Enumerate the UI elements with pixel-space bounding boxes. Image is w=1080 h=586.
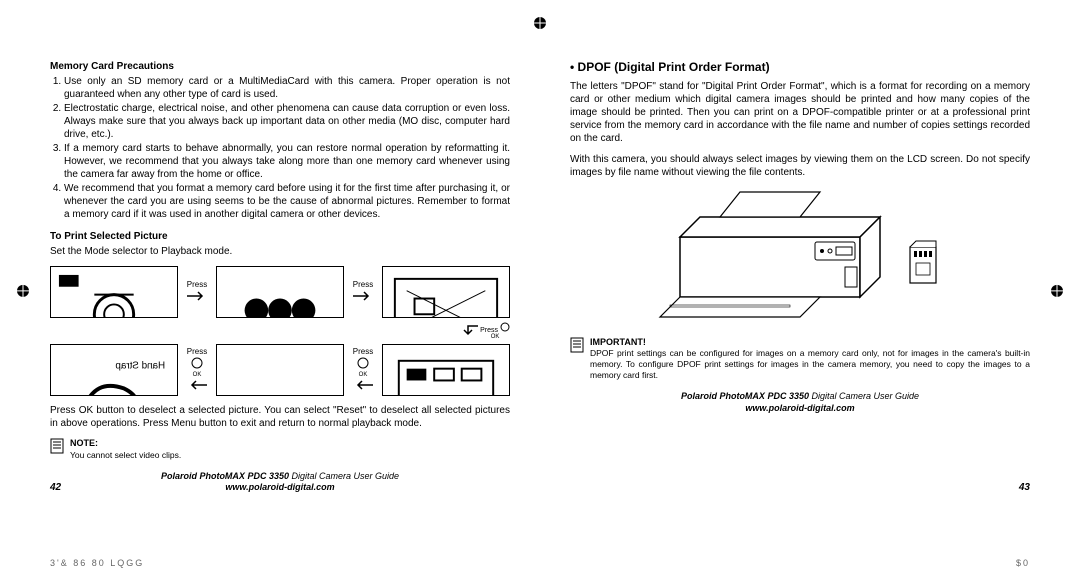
page-spread: Memory Card Precautions Use only an SD m…: [0, 0, 1080, 534]
press-label: Press: [348, 348, 378, 356]
page-number: 43: [1019, 481, 1030, 494]
list-item: If a memory card starts to behave abnorm…: [64, 142, 510, 181]
important-label: IMPORTANT!: [590, 337, 1030, 349]
note-text: You cannot select video clips.: [70, 450, 510, 461]
svg-text:Hand Strap: Hand Strap: [115, 361, 165, 372]
arrow-right-icon: Press: [348, 281, 378, 303]
press-label: Press: [182, 281, 212, 289]
screen-step-2: [216, 266, 344, 318]
arrow-left-icon: Press OK: [182, 348, 212, 392]
procedure-diagram: Press Press Press: [50, 266, 510, 396]
screen-step-6: Hand Strap: [50, 344, 178, 396]
memory-card-heading: Memory Card Precautions: [50, 60, 510, 73]
footer-url: www.polaroid-digital.com: [570, 403, 1030, 415]
press-label: Press: [480, 327, 498, 334]
arrow-down-icon: Press OK: [382, 322, 510, 340]
arrow-right-icon: Press: [182, 281, 212, 303]
press-label: Press: [348, 281, 378, 289]
crop-mark-left: [16, 284, 30, 302]
footer-url: www.polaroid-digital.com: [50, 482, 510, 494]
ok-label: OK: [182, 372, 212, 378]
precautions-list: Use only an SD memory card or a MultiMed…: [50, 75, 510, 221]
note-block: NOTE: You cannot select video clips.: [50, 438, 510, 461]
page-footer: Polaroid PhotoMAX PDC 3350 Digital Camer…: [50, 471, 510, 494]
note-icon: [50, 438, 64, 461]
screen-step-3: [382, 266, 510, 318]
important-text: DPOF print settings can be configured fo…: [590, 348, 1030, 381]
arrow-left-icon: Press OK: [348, 348, 378, 392]
dpof-para1: The letters "DPOF" stand for "Digital Pr…: [570, 80, 1030, 145]
list-item: We recommend that you format a memory ca…: [64, 182, 510, 221]
note-label: NOTE:: [70, 438, 510, 450]
crop-mark-top: [533, 16, 547, 34]
dpof-heading: DPOF (Digital Print Order Format): [570, 60, 1030, 76]
ok-label: OK: [480, 334, 510, 340]
imposition-codes: 3'& 86 80 LQGG $0: [50, 558, 1030, 570]
crop-mark-right: [1050, 284, 1064, 302]
instruction-text: Set the Mode selector to Playback mode.: [50, 245, 510, 258]
right-page: DPOF (Digital Print Order Format) The le…: [570, 60, 1030, 494]
ok-label: OK: [348, 372, 378, 378]
important-block: IMPORTANT! DPOF print settings can be co…: [570, 337, 1030, 382]
screen-step-1: [50, 266, 178, 318]
list-item: Electrostatic charge, electrical noise, …: [64, 102, 510, 141]
bottom-right-code: $0: [1016, 558, 1030, 570]
list-item: Use only an SD memory card or a MultiMed…: [64, 75, 510, 101]
print-selected-heading: To Print Selected Picture: [50, 230, 510, 243]
screen-step-4: [382, 344, 510, 396]
ok-button-icon: [190, 356, 204, 370]
screen-step-5: ate a few: [216, 344, 344, 396]
ok-button-icon: [500, 322, 510, 332]
after-diagram-text: Press OK button to deselect a selected p…: [50, 404, 510, 430]
page-footer: Polaroid PhotoMAX PDC 3350 Digital Camer…: [570, 391, 1030, 414]
printer-illustration: [650, 187, 950, 327]
left-page: Memory Card Precautions Use only an SD m…: [50, 60, 510, 494]
bottom-left-code: 3'& 86 80 LQGG: [50, 558, 144, 570]
ok-button-icon: [356, 356, 370, 370]
press-label: Press: [182, 348, 212, 356]
note-icon: [570, 337, 584, 382]
dpof-para2: With this camera, you should always sele…: [570, 153, 1030, 179]
page-number: 42: [50, 481, 61, 494]
